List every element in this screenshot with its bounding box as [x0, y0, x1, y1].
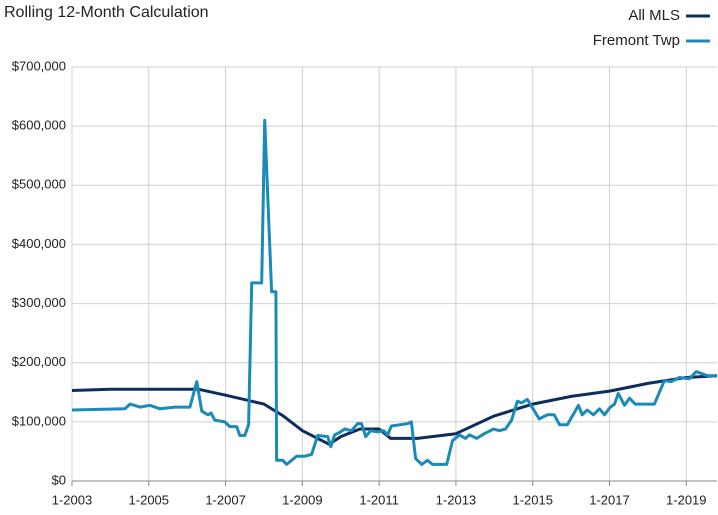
x-tick-label: 1-2013 — [436, 492, 476, 507]
chart-title: Rolling 12-Month Calculation — [4, 4, 209, 21]
y-tick-label: $300,000 — [12, 295, 66, 310]
y-tick-label: $600,000 — [12, 118, 66, 133]
x-tick-label: 1-2015 — [512, 492, 552, 507]
line-series — [71, 374, 718, 446]
x-tick-label: 1-2019 — [666, 492, 706, 507]
legend-label: Fremont Twp — [593, 32, 680, 49]
x-tick-label: 1-2011 — [359, 492, 399, 507]
y-tick-label: $100,000 — [12, 413, 66, 428]
x-tick-label: 1-2009 — [282, 492, 322, 507]
y-tick-label: $400,000 — [12, 236, 66, 251]
y-tick-label: $0 — [52, 472, 66, 487]
y-tick-label: $500,000 — [12, 177, 66, 192]
line-series — [71, 118, 717, 466]
x-tick-label: 1-2005 — [129, 492, 169, 507]
y-tick-label: $700,000 — [12, 58, 66, 73]
legend-label: All MLS — [628, 7, 680, 24]
x-tick-label: 1-2003 — [52, 492, 92, 507]
y-tick-label: $200,000 — [12, 354, 66, 369]
x-tick-label: 1-2007 — [205, 492, 245, 507]
x-tick-label: 1-2017 — [589, 492, 629, 507]
